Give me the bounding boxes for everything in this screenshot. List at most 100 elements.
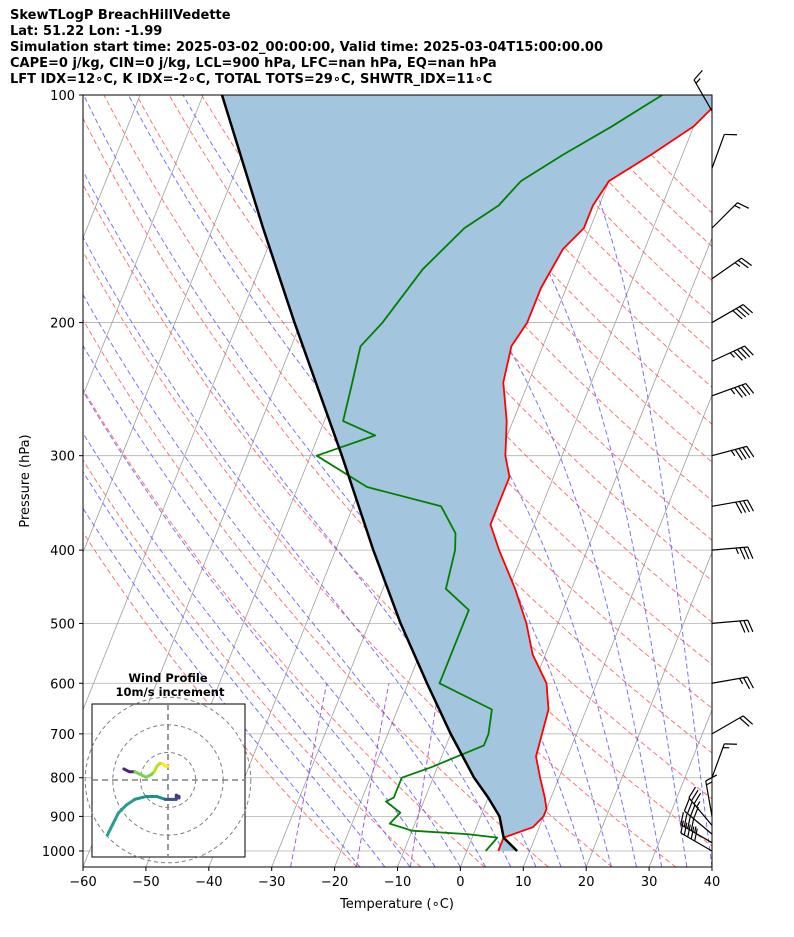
wind-barb <box>680 812 713 844</box>
x-axis-label: Temperature (∘C) <box>339 897 454 912</box>
moist-adiabat <box>83 432 411 867</box>
cin-area <box>222 95 712 851</box>
hodograph-inset: Wind Profile 10m/s increment <box>84 671 252 864</box>
dewpoint-profile <box>315 95 663 852</box>
x-tick-label: −20 <box>321 875 348 890</box>
hodograph-segment <box>125 797 137 807</box>
x-tick-label: 40 <box>704 875 721 890</box>
inset-subtitle: 10m/s increment <box>116 685 225 699</box>
wind-barb <box>711 345 754 362</box>
hodograph-plot <box>84 696 252 864</box>
x-tick-label: −30 <box>258 875 285 890</box>
dry-adiabat <box>396 95 712 425</box>
isotherm <box>0 95 14 867</box>
wind-barb <box>711 257 753 280</box>
x-tick-label: 10 <box>515 875 532 890</box>
isotherm <box>0 95 77 867</box>
dry-adiabat <box>83 318 549 867</box>
moist-adiabat <box>83 390 436 867</box>
stability-line: CAPE=0 j/kg, CIN=0 j/kg, LCL=900 hPa, LF… <box>10 56 497 71</box>
isotherm <box>585 551 712 867</box>
x-tick-label: 20 <box>578 875 595 890</box>
dry-adiabat <box>83 459 422 867</box>
y-tick-label: 1000 <box>42 845 75 860</box>
moist-adiabat <box>335 95 663 867</box>
time-line: Simulation start time: 2025-03-02_00:00:… <box>10 40 603 55</box>
isotherm <box>83 95 267 554</box>
moist-adiabat <box>83 236 512 867</box>
hodograph-ring <box>84 696 252 864</box>
wind-barb <box>711 715 754 735</box>
isotherm <box>83 95 141 240</box>
isotherm <box>648 708 712 867</box>
wind-barb <box>711 499 755 514</box>
x-tick-label: −60 <box>69 875 96 890</box>
x-tick-label: −50 <box>132 875 159 890</box>
x-tick-label: 30 <box>641 875 658 890</box>
x-axis: −60 −50 −40 −30 −20 −10 0 10 20 30 40 <box>69 867 720 890</box>
moist-adiabat <box>555 95 712 867</box>
temperature-profile <box>489 106 712 852</box>
isotherm <box>83 95 204 397</box>
x-tick-label: 0 <box>456 875 464 890</box>
wind-barb <box>711 546 754 560</box>
inset-title: Wind Profile <box>128 671 208 685</box>
moist-adiabat <box>83 293 487 867</box>
y-tick-label: 700 <box>50 728 75 743</box>
dry-adiabat <box>136 95 712 754</box>
wind-barb <box>705 774 718 817</box>
wind-barb <box>711 202 750 229</box>
dry-adiabat <box>83 531 358 867</box>
y-tick-label: 600 <box>50 677 75 692</box>
wind-barb <box>711 382 755 398</box>
dry-adiabat <box>168 95 712 709</box>
y-tick-label: 300 <box>50 450 75 465</box>
y-axis: 100 200 300 400 500 600 700 800 900 1000 <box>42 89 83 860</box>
y-tick-label: 900 <box>50 810 75 825</box>
wind-barbs <box>680 69 755 852</box>
isotherm <box>711 865 712 867</box>
wind-barb <box>683 799 713 835</box>
moist-adiabat <box>83 470 386 867</box>
wind-barb <box>693 69 713 112</box>
wind-barb <box>711 445 755 461</box>
mixing-ratio-line <box>409 683 441 867</box>
mixing-ratio-line <box>290 683 328 867</box>
location-line: Lat: 51.22 Lon: -1.99 <box>10 24 163 39</box>
dry-adiabat <box>592 95 712 214</box>
hodograph-segment <box>105 822 115 837</box>
hodograph-segment <box>111 811 120 826</box>
dry-adiabat <box>298 95 712 541</box>
wind-barb <box>711 304 754 324</box>
dry-adiabat <box>331 95 712 502</box>
wind-barb <box>711 676 755 690</box>
y-tick-label: 100 <box>50 89 75 104</box>
x-tick-label: −10 <box>384 875 411 890</box>
mixing-ratio-line <box>355 683 390 867</box>
y-tick-label: 500 <box>50 617 75 632</box>
moist-adiabat <box>441 95 688 867</box>
wind-barb <box>711 133 737 169</box>
profile-lines <box>220 95 712 852</box>
isotherm <box>397 95 707 867</box>
wind-barb <box>711 619 754 633</box>
parcel-fill <box>222 95 712 851</box>
hodograph-segment <box>133 795 148 801</box>
dry-adiabat <box>103 95 712 800</box>
y-tick-label: 800 <box>50 772 75 787</box>
wind-barb <box>688 786 713 826</box>
y-tick-label: 200 <box>50 317 75 332</box>
isotherm <box>522 394 712 867</box>
wind-barb <box>680 820 713 852</box>
hodograph-segment <box>116 803 129 815</box>
y-tick-label: 400 <box>50 544 75 559</box>
y-axis-label: Pressure (hPa) <box>18 434 33 527</box>
wind-barb <box>711 743 737 778</box>
dry-adiabat <box>83 250 613 867</box>
chart-header: SkewTLogP BreachHillVedette Lat: 51.22 L… <box>10 8 603 88</box>
index-line: LFT IDX=12∘C, K IDX=-2∘C, TOTAL TOTS=29∘… <box>10 72 493 87</box>
parcel-profile <box>220 95 518 852</box>
x-tick-label: −40 <box>195 875 222 890</box>
chart-title: SkewTLogP BreachHillVedette <box>10 8 231 23</box>
